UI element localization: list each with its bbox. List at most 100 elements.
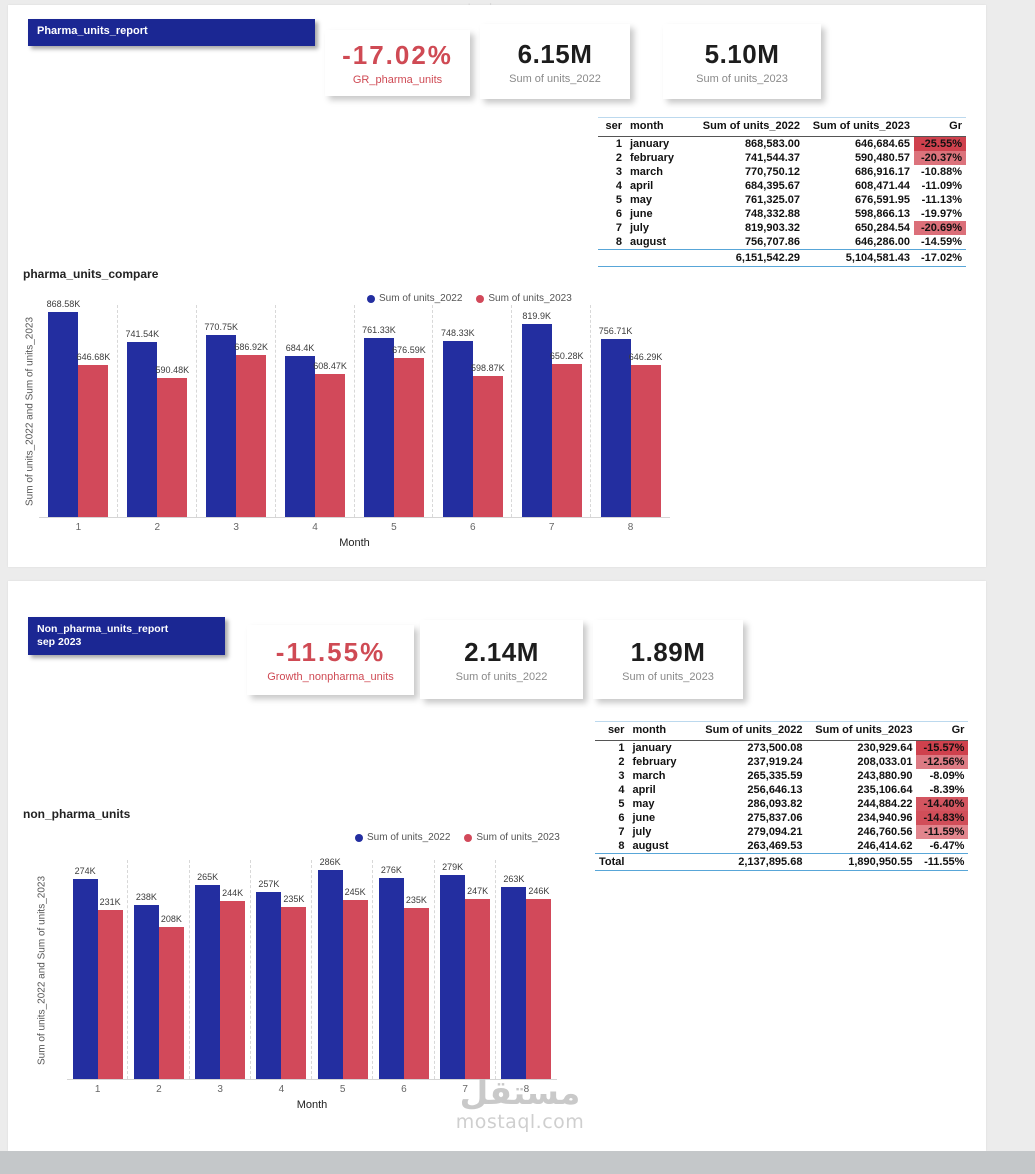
table-row[interactable]: 8 august 263,469.53 246,414.62 -6.47% xyxy=(595,839,968,854)
x-tick-label: 3 xyxy=(233,522,239,533)
bar-group: 265K 244K 3 xyxy=(190,860,252,1095)
table-cell: 819,903.32 xyxy=(744,222,800,234)
table-cell: 3 xyxy=(618,770,625,782)
bar[interactable]: 590.48K xyxy=(156,365,189,517)
bar[interactable]: 676.59K xyxy=(392,345,426,517)
bar[interactable]: 686.92K xyxy=(234,342,268,517)
table-cell: june xyxy=(632,812,656,824)
legend-item[interactable]: Sum of units_2022 xyxy=(367,293,462,304)
nonpharma-units-chart: non_pharma_units Sum of units_2022 Sum of… xyxy=(23,807,583,1127)
kpi-value: 1.89M xyxy=(630,636,706,667)
table-row[interactable]: 1 january 273,500.08 230,929.64 -15.57% xyxy=(595,740,969,755)
bar[interactable]: 286K xyxy=(317,857,343,1079)
table-cell: 5 xyxy=(618,798,625,810)
bar[interactable]: 646.68K xyxy=(77,352,110,517)
nonpharma-title-banner: Non_pharma_units_report sep 2023 xyxy=(28,617,225,655)
table-row[interactable]: 3 march 770,750.12 686,916.17 -10.88% xyxy=(598,165,966,179)
bar[interactable]: 646.29K xyxy=(629,352,662,517)
total-cell xyxy=(626,249,688,267)
table-cell: 4 xyxy=(615,180,622,192)
table-cell: 2 xyxy=(618,756,625,768)
table-cell: 868,583.00 xyxy=(744,138,800,150)
chart-legend: Sum of units_2022 Sum of units_2023 xyxy=(367,293,572,304)
bar[interactable]: 756.71K xyxy=(599,326,632,517)
bar[interactable]: 868.58K xyxy=(47,299,80,517)
bar[interactable]: 741.54K xyxy=(126,329,159,517)
bar[interactable]: 770.75K xyxy=(204,322,238,517)
table-row[interactable]: 4 april 256,646.13 235,106.64 -8.39% xyxy=(595,783,968,797)
table-cell: 756,707.86 xyxy=(744,236,800,248)
total-cell: 2,137,895.68 xyxy=(690,853,807,871)
bar[interactable]: 235K xyxy=(403,895,429,1079)
table-header: ser xyxy=(595,721,629,741)
table-row[interactable]: 6 june 748,332.88 598,866.13 -19.97% xyxy=(598,207,966,221)
bar[interactable]: 265K xyxy=(195,872,221,1079)
bar-value-label: 650.28K xyxy=(549,350,584,361)
table-cell: 208,033.01 xyxy=(857,756,913,768)
table-cell: 279,094.21 xyxy=(747,826,803,838)
kpi-label: Growth_nonpharma_units xyxy=(267,671,394,683)
bar[interactable]: 598.87K xyxy=(471,363,505,517)
legend-item[interactable]: Sum of units_2023 xyxy=(464,832,560,843)
bar[interactable]: 231K xyxy=(97,897,123,1079)
legend-item[interactable]: Sum of units_2022 xyxy=(355,832,450,843)
x-tick-label: 5 xyxy=(391,522,397,533)
table-row[interactable]: 7 july 279,094.21 246,760.56 -11.59% xyxy=(595,825,969,839)
bar[interactable]: 263K xyxy=(501,874,527,1079)
bar-group: 770.75K 686.92K 3 xyxy=(197,305,276,533)
table-row[interactable]: 4 april 684,395.67 608,471.44 -11.09% xyxy=(598,179,966,193)
bar[interactable]: 247K xyxy=(465,886,491,1079)
bar[interactable]: 245K xyxy=(342,887,368,1079)
bar-group: 756.71K 646.29K 8 xyxy=(591,305,670,533)
legend-label: Sum of units_2023 xyxy=(488,293,572,304)
table-row[interactable]: 5 may 286,093.82 244,884.22 -14.40% xyxy=(595,797,969,811)
table-cell: 237,919.24 xyxy=(747,756,803,768)
table-row[interactable]: 7 july 819,903.32 650,284.54 -20.69% xyxy=(598,221,966,235)
x-tick-label: 3 xyxy=(217,1084,223,1095)
table-header: Sum of units_2023 xyxy=(804,117,914,137)
bar[interactable]: 235K xyxy=(281,894,307,1079)
bar-plot: 868.58K 646.68K 1 741.54K 590.48K 2 770.75K 686… xyxy=(39,299,670,533)
nonpharma-report-panel: Non_pharma_units_report sep 2023 -11.55%… xyxy=(8,581,986,1151)
kpi-growth-pharma: -17.02% GR_pharma_units xyxy=(325,30,470,96)
bar[interactable]: 819.9K xyxy=(521,311,552,517)
table-cell: 256,646.13 xyxy=(747,784,803,796)
growth-cell: -10.88% xyxy=(921,166,962,178)
table-cell: 286,093.82 xyxy=(747,798,803,810)
bar[interactable]: 761.33K xyxy=(362,325,396,517)
table-header: Sum of units_2022 xyxy=(688,117,804,137)
bar[interactable]: 238K xyxy=(133,892,159,1079)
bar[interactable]: 650.28K xyxy=(550,351,583,517)
total-cell xyxy=(628,853,691,871)
legend-item[interactable]: Sum of units_2023 xyxy=(476,293,572,304)
table-cell: february xyxy=(630,152,675,164)
table-cell: august xyxy=(632,840,669,852)
bar-group: 748.33K 598.87K 6 xyxy=(433,305,513,533)
table-row[interactable]: 5 may 761,325.07 676,591.95 -11.13% xyxy=(598,193,966,207)
table-row[interactable]: 1 january 868,583.00 646,684.65 -25.55% xyxy=(598,136,966,151)
bar[interactable]: 244K xyxy=(220,888,246,1079)
bar[interactable]: 748.33K xyxy=(441,328,475,517)
table-row[interactable]: 6 june 275,837.06 234,940.96 -14.83% xyxy=(595,811,969,825)
bar[interactable]: 608.47K xyxy=(313,361,347,517)
bar[interactable]: 246K xyxy=(526,886,552,1079)
table-cell: march xyxy=(630,166,664,178)
table-cell: may xyxy=(630,194,653,206)
table-row[interactable]: 2 february 237,919.24 208,033.01 -12.56% xyxy=(595,755,969,769)
bar[interactable]: 208K xyxy=(158,914,184,1079)
table-header: ser xyxy=(598,117,626,137)
growth-cell: -8.09% xyxy=(929,770,965,782)
kpi-label: Sum of units_2022 xyxy=(455,670,548,683)
kpi-value: -11.55% xyxy=(275,637,386,667)
growth-cell: -14.59% xyxy=(921,236,962,248)
table-row[interactable]: 2 february 741,544.37 590,480.57 -20.37% xyxy=(598,151,966,165)
bar[interactable]: 684.4K xyxy=(285,343,316,517)
table-row[interactable]: 8 august 756,707.86 646,286.00 -14.59% xyxy=(598,235,966,250)
bar[interactable]: 276K xyxy=(378,865,404,1079)
bar[interactable]: 274K xyxy=(72,866,98,1079)
bar[interactable]: 279K xyxy=(440,862,466,1079)
bar[interactable]: 257K xyxy=(256,879,282,1079)
table-row[interactable]: 3 march 265,335.59 243,880.90 -8.09% xyxy=(595,769,968,783)
pharma-report-panel: Pharma_units_report -17.02% GR_pharma_un… xyxy=(8,5,986,567)
table-cell: 650,284.54 xyxy=(854,222,910,234)
